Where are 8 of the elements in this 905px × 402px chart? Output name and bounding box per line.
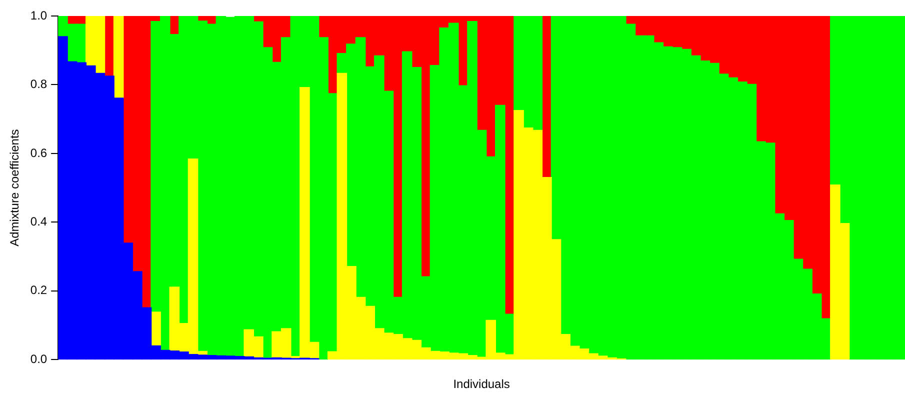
y-tick-label: 0.6 — [30, 146, 48, 160]
y-tick-label: 0.4 — [30, 214, 48, 228]
y-axis-title: Admixture coefficients — [8, 129, 22, 246]
y-tick-label: 0.8 — [30, 77, 48, 92]
y-tick-label: 0.0 — [30, 352, 48, 366]
y-tick-label: 1.0 — [30, 8, 48, 22]
x-axis-title: Individuals — [453, 377, 510, 392]
y-tick-label: 0.2 — [30, 283, 48, 298]
